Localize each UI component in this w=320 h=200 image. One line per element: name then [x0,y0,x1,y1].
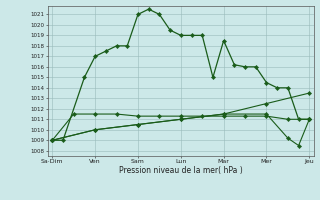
X-axis label: Pression niveau de la mer( hPa ): Pression niveau de la mer( hPa ) [119,166,243,175]
